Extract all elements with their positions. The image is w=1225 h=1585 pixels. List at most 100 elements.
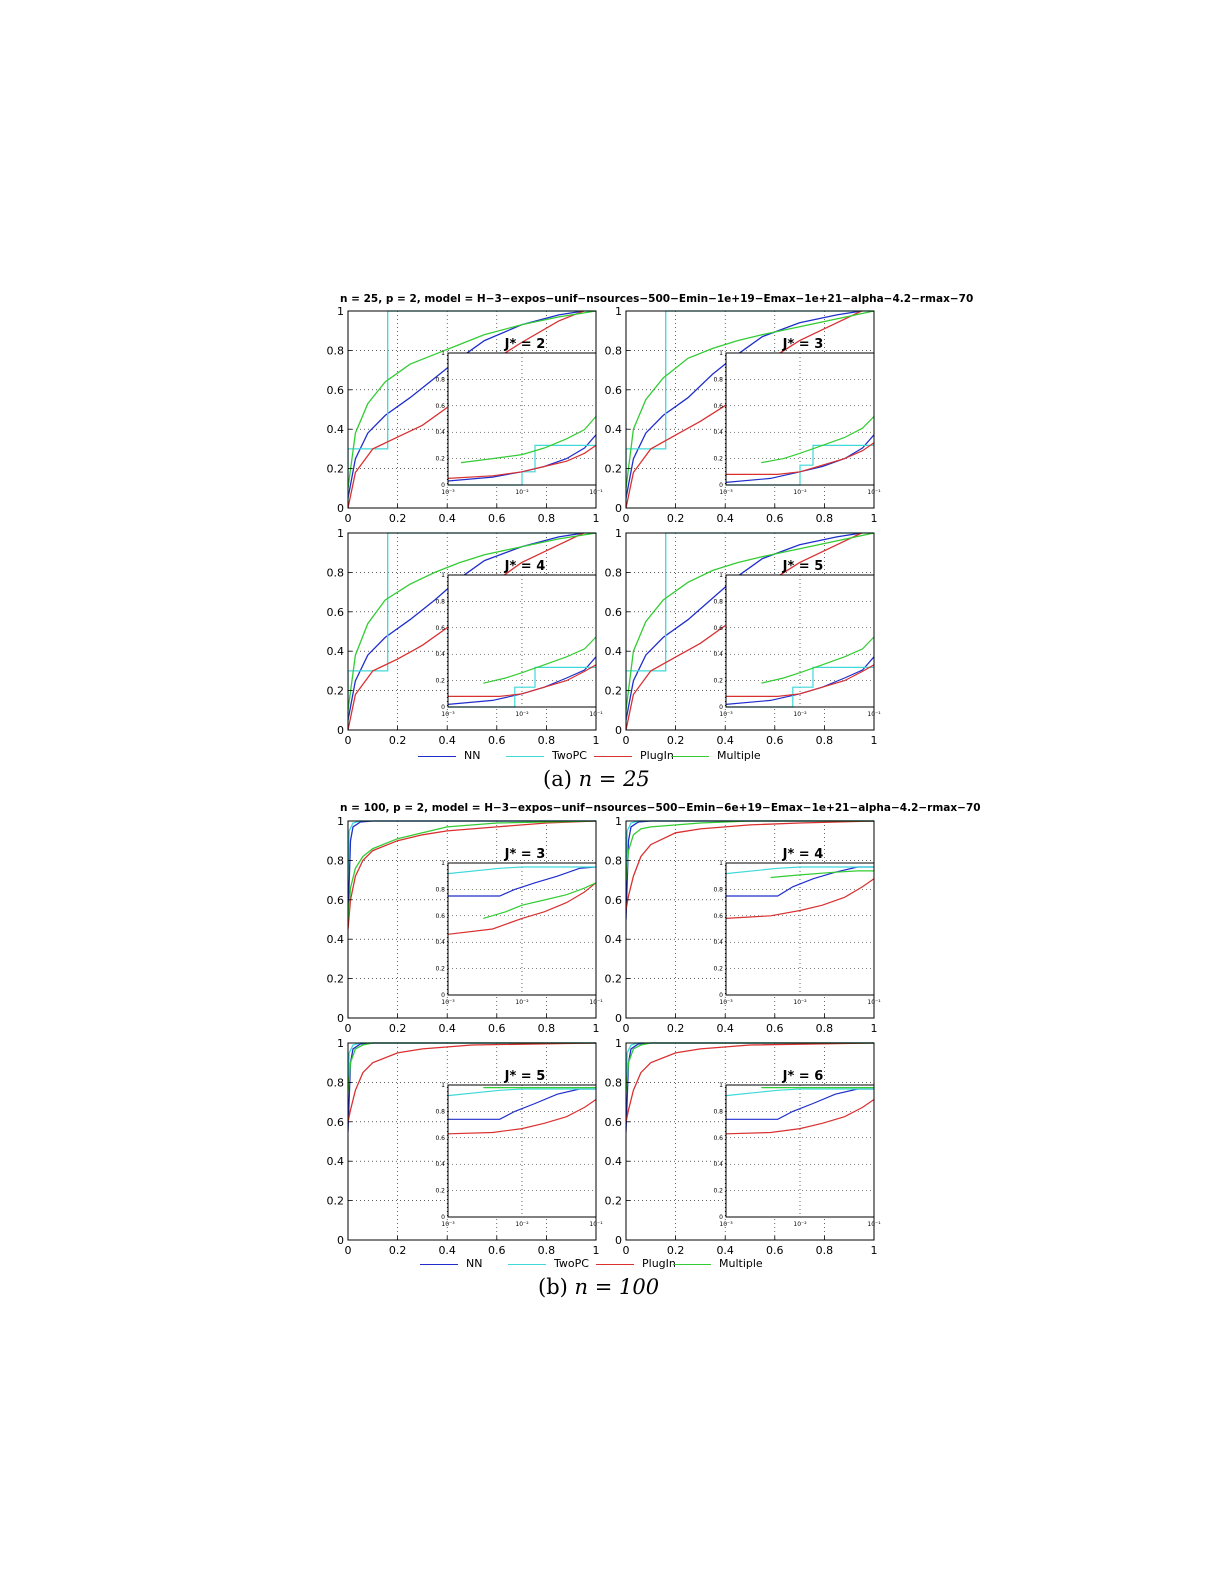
- legend-label: NN: [464, 749, 481, 762]
- y-tick-label: 0.2: [605, 685, 623, 698]
- x-tick-label: 0.2: [389, 734, 407, 747]
- figure-a-title: n = 25, p = 2, model = H−3−expos−unif−ns…: [340, 293, 974, 305]
- x-tick-label: 0.2: [667, 1244, 685, 1257]
- inset-frame: [447, 1084, 597, 1218]
- inset-series-plugin: [726, 664, 875, 697]
- y-tick-label: 1: [337, 815, 344, 828]
- inset-y-tick-label: 0.6: [713, 1135, 723, 1142]
- x-tick-label: 0.8: [538, 734, 556, 747]
- y-tick-label: 0.4: [605, 423, 623, 436]
- inset-y-tick-label: 1: [719, 1082, 723, 1089]
- series-line-multiple: [626, 532, 874, 711]
- x-tick-label: 0.2: [389, 512, 407, 525]
- x-tick-label: 1: [871, 512, 878, 525]
- x-tick-label: 0.4: [438, 734, 456, 747]
- series-line-plugin: [626, 310, 862, 509]
- inset-y-tick-label: 0.6: [713, 913, 723, 920]
- y-tick-label: 0.4: [605, 933, 623, 946]
- inset-y-tick-label: 0.8: [713, 376, 723, 383]
- inset-y-tick-label: 0.8: [435, 598, 445, 605]
- inset-y-tick-label: 0.2: [435, 1188, 445, 1195]
- inset-frame: [725, 862, 875, 996]
- inset-y-tick-label: 0: [719, 482, 723, 489]
- inset-plot-area: [448, 1085, 596, 1217]
- x-tick-label: 0: [345, 734, 352, 747]
- inset-y-tick-label: 0.2: [713, 1188, 723, 1195]
- inset-series-multiple: [483, 636, 597, 684]
- x-tick-label: 0: [345, 1022, 352, 1035]
- y-tick-label: 0.4: [327, 423, 345, 436]
- y-tick-label: 1: [615, 815, 622, 828]
- inset-x-tick-label: 10⁻¹: [589, 999, 603, 1006]
- x-tick-label: 1: [593, 1022, 600, 1035]
- inset-y-tick-label: 1: [441, 1082, 445, 1089]
- inset-x-tick-label: 10⁻³: [441, 711, 455, 718]
- inset-plot-area: [726, 1085, 874, 1217]
- series-line-nn: [348, 532, 584, 721]
- inset-y-tick-label: 0.4: [713, 429, 723, 436]
- x-tick-label: 0.4: [438, 1244, 456, 1257]
- y-tick-label: 1: [337, 305, 344, 318]
- inset-x-tick-label: 10⁻¹: [589, 1221, 603, 1228]
- inset-x-tick-label: 10⁻²: [515, 489, 529, 496]
- inset-series-plugin: [447, 1099, 597, 1135]
- inset-y-tick-label: 0.4: [713, 1161, 723, 1168]
- legend-swatch: [420, 1264, 458, 1265]
- inset-y-tick-label: 0.4: [713, 939, 723, 946]
- inset-y-tick-label: 0.2: [435, 678, 445, 685]
- y-tick-label: 0.8: [605, 854, 623, 867]
- inset-frame: [447, 352, 597, 486]
- y-tick-label: 0.4: [327, 1155, 345, 1168]
- series-line-plugin: [348, 820, 596, 930]
- x-tick-label: 0.4: [716, 1022, 734, 1035]
- y-tick-label: 0: [615, 502, 622, 515]
- x-tick-label: 0.8: [816, 512, 834, 525]
- x-tick-label: 0.4: [716, 512, 734, 525]
- inset-series-multiple: [770, 870, 874, 879]
- inset-x-tick-label: 10⁻³: [719, 711, 733, 718]
- inset-y-tick-label: 1: [441, 350, 445, 357]
- legend-label: Multiple: [717, 749, 761, 762]
- inset-x-tick-label: 10⁻²: [515, 1221, 529, 1228]
- x-tick-label: 0: [623, 512, 630, 525]
- x-tick-label: 0.8: [816, 734, 834, 747]
- inset-x-tick-label: 10⁻¹: [867, 711, 881, 718]
- x-tick-label: 0.2: [389, 1244, 407, 1257]
- legend-swatch: [418, 756, 456, 757]
- y-tick-label: 0.2: [327, 685, 345, 698]
- inset-y-tick-label: 0.8: [713, 1108, 723, 1115]
- y-tick-label: 0.2: [605, 1195, 623, 1208]
- x-tick-label: 0.2: [667, 512, 685, 525]
- x-tick-label: 0: [623, 1244, 630, 1257]
- inset-x-tick-label: 10⁻²: [515, 999, 529, 1006]
- y-tick-label: 0: [337, 724, 344, 737]
- series-line-plugin: [626, 1042, 874, 1122]
- series-line-multiple: [626, 310, 874, 489]
- x-tick-label: 1: [871, 1244, 878, 1257]
- y-tick-label: 1: [615, 527, 622, 540]
- y-tick-label: 0.6: [327, 1116, 345, 1129]
- y-tick-label: 0: [337, 1012, 344, 1025]
- inset-frame: [725, 1084, 875, 1218]
- x-tick-label: 1: [593, 734, 600, 747]
- x-tick-label: 0.6: [766, 734, 784, 747]
- figure-a-caption: (a) n = 25: [543, 767, 650, 791]
- x-tick-label: 0.4: [438, 512, 456, 525]
- y-tick-label: 0.6: [327, 384, 345, 397]
- x-tick-label: 0.8: [538, 512, 556, 525]
- inset-plot-area: [726, 575, 874, 707]
- y-tick-label: 0: [615, 1234, 622, 1247]
- inset-y-tick-label: 0.6: [713, 403, 723, 410]
- inset-x-tick-label: 10⁻³: [719, 999, 733, 1006]
- series-line-nn: [626, 532, 862, 721]
- y-tick-label: 0: [615, 724, 622, 737]
- inset-x-tick-label: 10⁻³: [441, 999, 455, 1006]
- inset-x-tick-label: 10⁻¹: [867, 489, 881, 496]
- x-tick-label: 0.2: [667, 1022, 685, 1035]
- inset-y-tick-label: 0.8: [713, 598, 723, 605]
- inset-y-tick-label: 0: [719, 704, 723, 711]
- inset-plot-area: [448, 863, 596, 995]
- inset-y-tick-label: 0.6: [435, 403, 445, 410]
